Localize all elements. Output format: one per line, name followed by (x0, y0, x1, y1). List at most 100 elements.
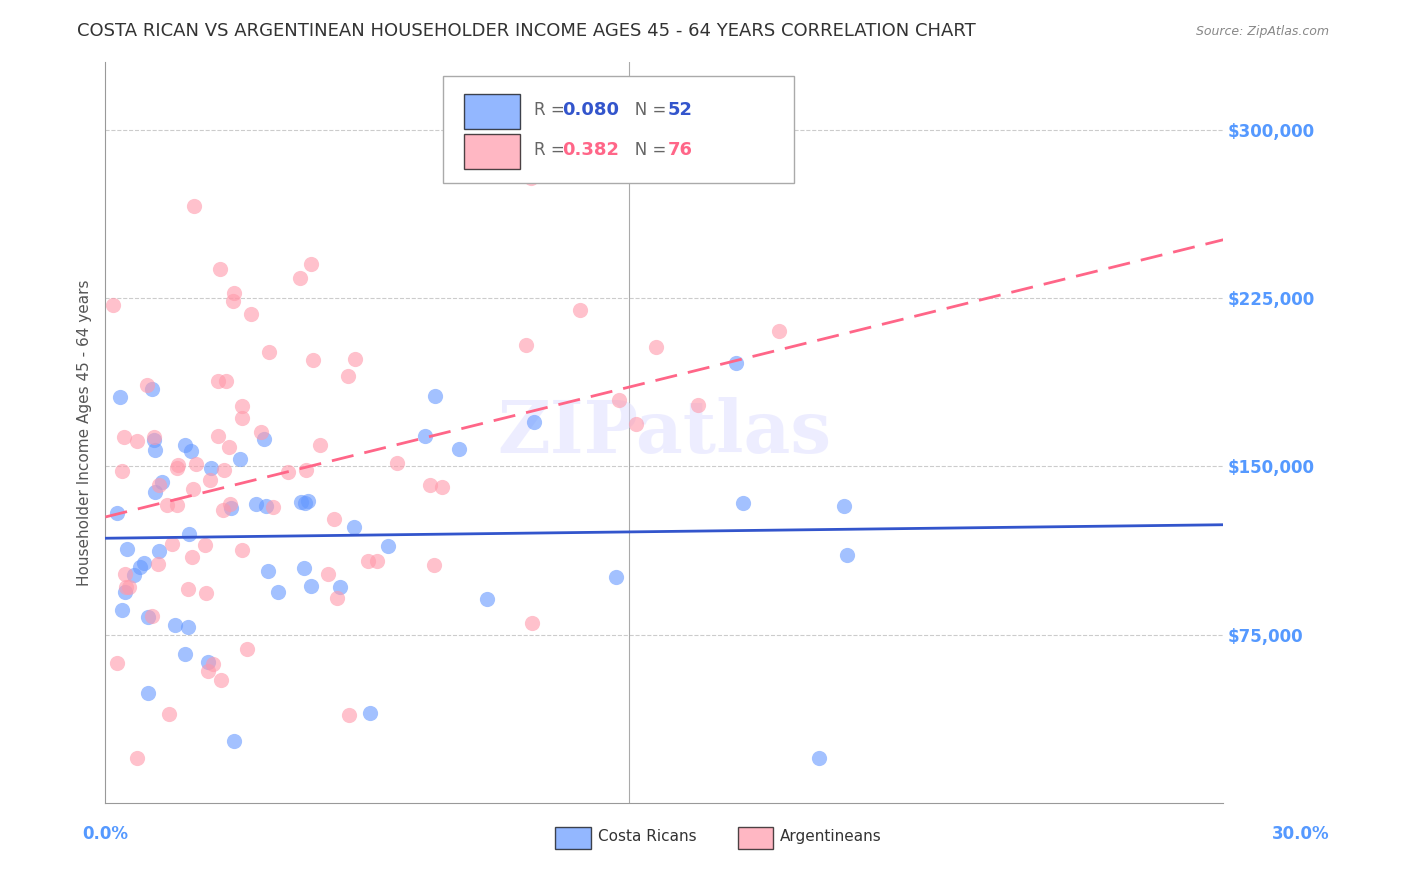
Point (207, 374, 229, 388)
Point (222, 286, 245, 301)
Point (200, 460, 222, 475)
Point (156, 499, 179, 513)
Point (259, 344, 281, 359)
Point (316, 566, 339, 581)
Point (128, 559, 150, 574)
Point (323, 512, 346, 526)
Point (366, 554, 388, 568)
Point (607, 392, 630, 407)
Point (183, 198, 205, 212)
Point (413, 428, 436, 442)
Point (219, 497, 242, 511)
Text: 0.080: 0.080 (562, 101, 620, 119)
Point (111, 464, 134, 478)
Point (115, 541, 138, 556)
Point (515, 338, 537, 352)
Point (112, 430, 135, 444)
Text: Argentineans: Argentineans (780, 830, 882, 844)
Point (231, 411, 253, 425)
Point (385, 456, 408, 470)
Point (624, 417, 647, 431)
Point (136, 686, 159, 700)
Point (835, 548, 858, 562)
Point (197, 656, 219, 670)
Point (423, 389, 446, 403)
Point (143, 485, 166, 500)
Point (430, 480, 453, 494)
Point (299, 579, 322, 593)
Point (105, 506, 128, 520)
Text: R =: R = (534, 101, 571, 119)
Point (447, 442, 470, 456)
Point (288, 271, 311, 285)
Text: N =: N = (619, 141, 671, 159)
Point (127, 434, 149, 448)
Point (236, 642, 259, 657)
Point (299, 257, 322, 271)
Point (360, 706, 382, 720)
Point (160, 537, 183, 551)
Text: R =: R = (534, 141, 571, 159)
Point (180, 443, 202, 458)
Text: ZIPatlas: ZIPatlas (498, 397, 831, 468)
Point (209, 673, 232, 687)
Point (141, 383, 163, 397)
Point (166, 460, 188, 475)
Point (644, 340, 666, 354)
Point (724, 356, 747, 370)
Point (329, 580, 352, 594)
Point (294, 496, 316, 510)
Point (211, 502, 233, 516)
Point (222, 734, 245, 748)
Point (181, 549, 204, 564)
Point (343, 351, 366, 366)
Text: 0.382: 0.382 (562, 141, 620, 159)
Point (143, 443, 166, 458)
Point (297, 494, 319, 508)
Point (173, 647, 195, 661)
Point (277, 465, 299, 479)
Point (834, 499, 856, 513)
Text: 0.0%: 0.0% (83, 825, 128, 843)
Text: 76: 76 (668, 141, 693, 159)
Point (686, 397, 709, 411)
Point (419, 478, 441, 492)
Text: 30.0%: 30.0% (1272, 825, 1329, 843)
Point (177, 620, 200, 634)
Point (118, 580, 141, 594)
Point (146, 557, 169, 571)
Point (152, 475, 174, 490)
Point (257, 564, 280, 578)
Point (181, 482, 204, 496)
Point (101, 298, 124, 312)
Point (768, 325, 790, 339)
Point (240, 307, 263, 321)
Point (177, 527, 200, 541)
Point (157, 706, 180, 721)
Text: N =: N = (619, 101, 671, 119)
Point (337, 368, 360, 383)
Point (568, 302, 591, 317)
Point (202, 657, 225, 671)
Point (245, 497, 267, 511)
Point (250, 425, 273, 440)
Point (141, 609, 163, 624)
Point (125, 751, 148, 765)
Point (302, 353, 325, 368)
Point (231, 399, 253, 413)
Point (253, 432, 276, 446)
Point (136, 378, 159, 392)
Text: Source: ZipAtlas.com: Source: ZipAtlas.com (1195, 25, 1329, 37)
Point (523, 415, 546, 429)
Point (377, 539, 399, 553)
Point (222, 294, 245, 309)
Point (357, 554, 380, 568)
Point (115, 580, 138, 594)
Point (143, 429, 166, 443)
Text: 52: 52 (668, 101, 693, 119)
Point (122, 568, 145, 582)
Point (198, 473, 221, 487)
Point (337, 708, 360, 723)
Point (186, 458, 208, 472)
Point (262, 500, 284, 514)
